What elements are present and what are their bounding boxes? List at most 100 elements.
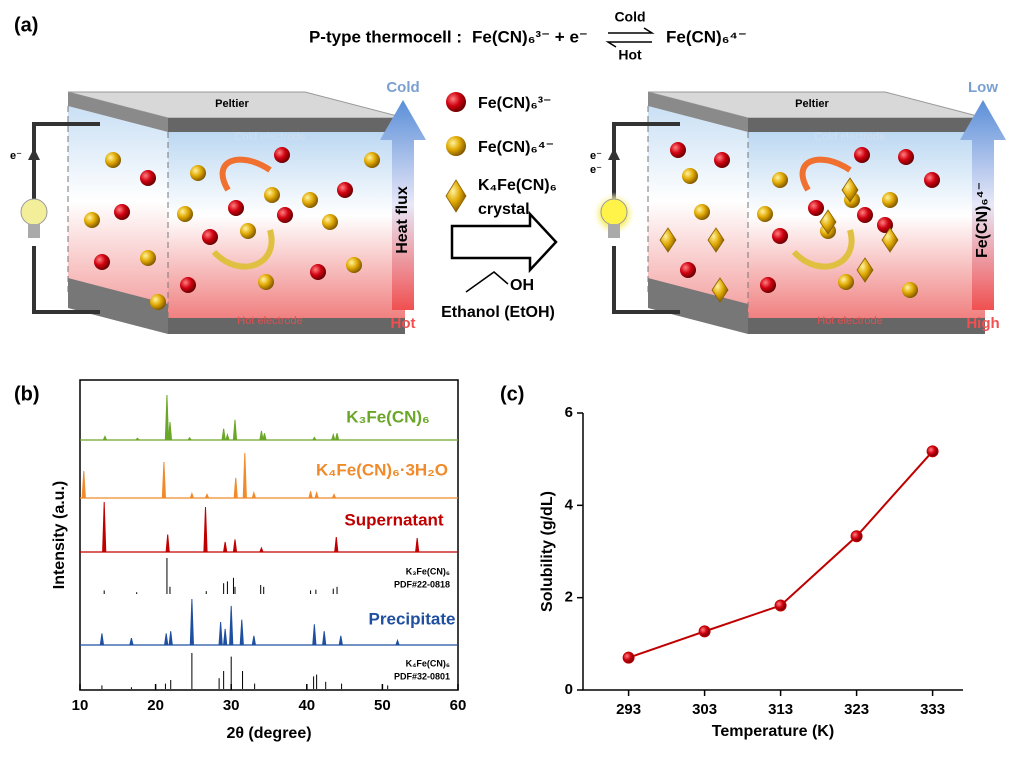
peak xyxy=(259,546,264,553)
peak xyxy=(232,539,238,553)
hot-plate-side xyxy=(648,278,748,334)
peak xyxy=(203,506,208,553)
peak xyxy=(312,436,317,441)
ethanol-skeleton xyxy=(465,271,509,293)
ion xyxy=(694,204,710,220)
ion xyxy=(202,229,218,245)
ion xyxy=(84,212,100,228)
peltier-front xyxy=(748,118,985,132)
peak xyxy=(338,635,343,646)
xrd-pattern: Precipitate xyxy=(80,598,458,646)
peak xyxy=(242,452,247,499)
x-tick-label: 313 xyxy=(768,701,793,718)
x-tick-label: 303 xyxy=(692,701,717,718)
flux-bottom: Hot xyxy=(391,315,416,332)
data-line xyxy=(628,450,934,659)
ion xyxy=(670,142,686,158)
peltier-side xyxy=(68,92,168,132)
cycle-arrow xyxy=(791,229,855,270)
y-tick-label: 6 xyxy=(565,404,573,421)
panel-a: (a) P-type thermocell : Fe(CN)₆³⁻ + e⁻ C… xyxy=(10,9,1006,334)
peak xyxy=(161,461,167,499)
peak xyxy=(223,628,228,646)
ion xyxy=(258,274,274,290)
y-axis-label: Solubility (g/dL) xyxy=(539,491,556,612)
ion xyxy=(882,192,898,208)
y-tick-label: 2 xyxy=(565,589,573,606)
flux-bottom: High xyxy=(966,315,999,332)
ion xyxy=(240,223,256,239)
peltier-label: Peltier xyxy=(795,98,829,110)
ion xyxy=(228,200,244,216)
peak xyxy=(102,435,108,441)
y-tick-label: 0 xyxy=(565,681,573,698)
ion xyxy=(190,165,206,181)
circuit-wire xyxy=(32,122,100,314)
legend-label: Fe(CN)₆⁴⁻ xyxy=(478,139,554,156)
peak xyxy=(164,394,170,441)
peak xyxy=(331,432,336,441)
ion xyxy=(322,214,338,230)
panel-label: (c) xyxy=(500,383,524,405)
ion xyxy=(857,207,873,223)
cell-edges xyxy=(647,106,749,318)
peak xyxy=(251,490,256,499)
peak xyxy=(225,432,230,441)
electrode-label: Hot electrode xyxy=(817,315,882,327)
peak xyxy=(314,490,319,499)
ion xyxy=(898,149,914,165)
peltier-front xyxy=(168,118,405,132)
y-tick-label: 4 xyxy=(565,496,574,513)
xrd-pattern: K₃Fe(CN)₆ PDF#22-0818 xyxy=(103,558,450,594)
peak xyxy=(334,536,339,553)
crystal xyxy=(841,177,859,203)
peak xyxy=(312,624,317,646)
ion xyxy=(838,274,854,290)
ion xyxy=(140,170,156,186)
cycle-arrow xyxy=(799,156,852,192)
peak xyxy=(239,619,244,646)
flux-top: Cold xyxy=(386,79,419,96)
peak xyxy=(262,433,267,441)
ion xyxy=(757,206,773,222)
peak xyxy=(251,635,256,646)
equilibrium-arrow xyxy=(605,27,655,48)
cell-edges xyxy=(67,106,169,318)
peak xyxy=(259,430,264,441)
x-axis-label: 2θ (degree) xyxy=(226,725,311,742)
ion xyxy=(364,152,380,168)
data-point xyxy=(622,651,635,664)
ion xyxy=(714,152,730,168)
data-point xyxy=(774,599,787,612)
ion xyxy=(94,254,110,270)
cell: Peltier Cold electrode Hot electrode e⁻ Cold… xyxy=(10,79,426,334)
ion xyxy=(854,147,870,163)
peak xyxy=(204,493,210,499)
panel-c: (c) 293 303 313 323 333 0 2 4 6 Temperature (K) Sol… xyxy=(500,383,963,740)
current-arrow xyxy=(28,148,40,160)
ion xyxy=(302,192,318,208)
flux-middle: Fe(CN)₆⁴⁻ xyxy=(974,182,991,258)
crystal xyxy=(881,227,899,253)
pattern-label: Precipitate xyxy=(369,609,456,628)
x-tick-label: 50 xyxy=(374,697,391,714)
ion xyxy=(680,262,696,278)
legend-label: Fe(CN)₆³⁻ xyxy=(478,95,551,112)
equation-bottom: Hot xyxy=(618,47,642,63)
legend-label: crystal xyxy=(478,201,530,218)
peak xyxy=(167,421,173,441)
xrd-pattern: Supernatant xyxy=(80,501,458,553)
data-point xyxy=(850,530,863,543)
process-arrow xyxy=(450,210,558,274)
crystal xyxy=(659,227,677,253)
peak xyxy=(395,638,400,646)
x-tick-label: 30 xyxy=(223,697,240,714)
peltier-label: Peltier xyxy=(215,98,249,110)
x-axis-label: Temperature (K) xyxy=(712,723,834,740)
peak xyxy=(233,477,238,499)
electron-label: e⁻ xyxy=(590,164,602,176)
x-tick-label: 323 xyxy=(844,701,869,718)
peak xyxy=(135,437,140,441)
ion xyxy=(337,182,353,198)
cycle-arrow xyxy=(219,156,272,192)
